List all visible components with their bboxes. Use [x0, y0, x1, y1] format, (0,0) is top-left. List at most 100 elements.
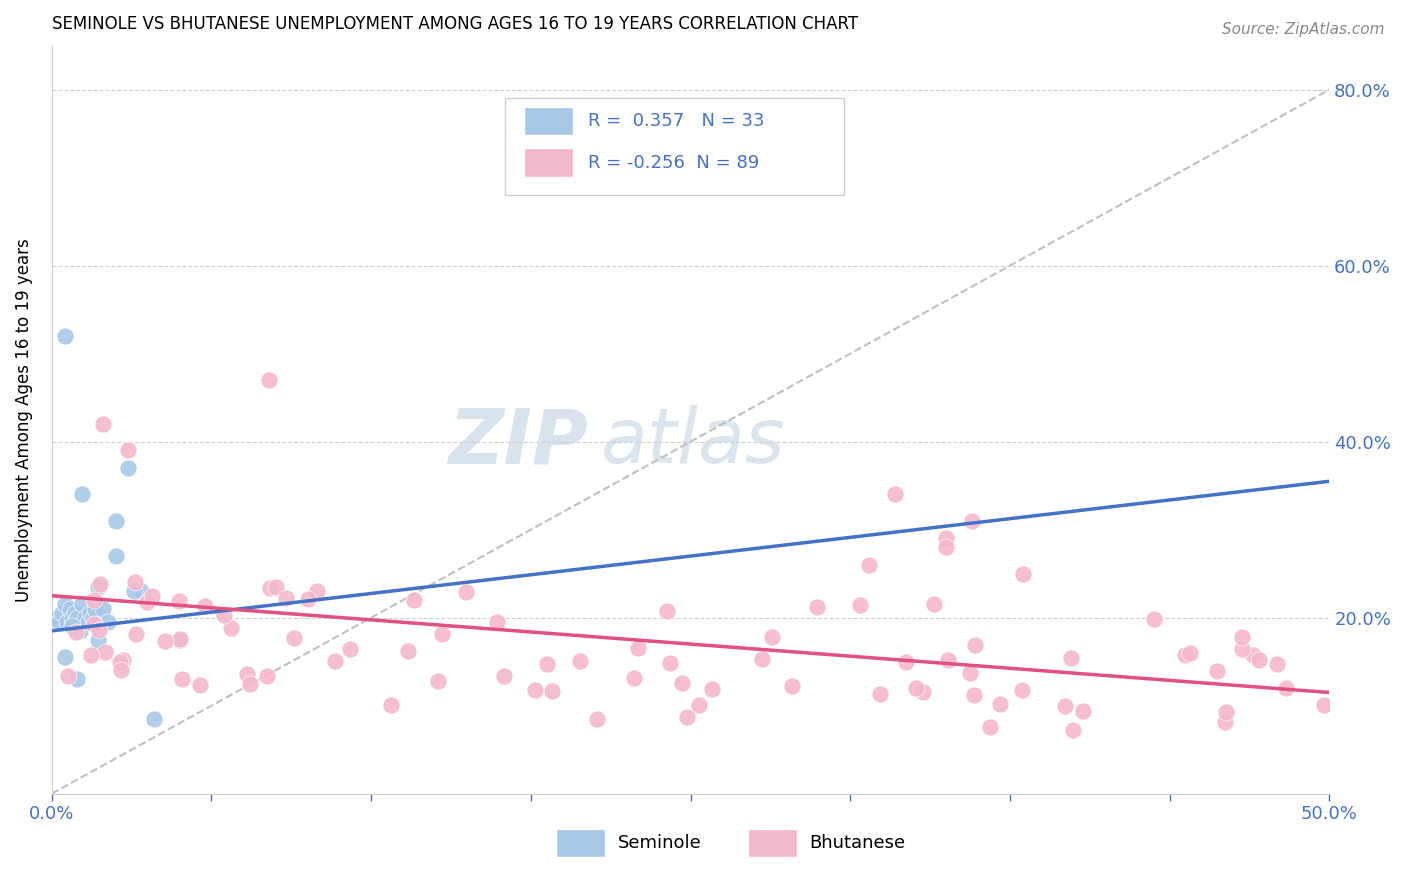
Point	[283, 632, 305, 646]
Point	[87, 632, 110, 647]
Point	[72, 487, 94, 501]
Point	[45, 610, 67, 624]
Point	[53, 650, 76, 665]
Y-axis label: Unemployment Among Ages 16 to 19 years: Unemployment Among Ages 16 to 19 years	[15, 238, 32, 601]
Point	[659, 656, 682, 670]
Point	[426, 674, 449, 689]
Point	[212, 608, 235, 623]
Point	[124, 574, 146, 589]
Point	[122, 584, 145, 599]
Point	[89, 577, 111, 591]
Point	[911, 685, 934, 699]
Point	[627, 641, 650, 656]
Point	[924, 597, 946, 611]
Point	[1073, 704, 1095, 718]
Point	[58, 669, 80, 683]
Point	[751, 652, 773, 666]
Point	[83, 593, 105, 607]
Point	[849, 598, 872, 612]
Point	[60, 619, 83, 633]
Point	[761, 630, 783, 644]
Point	[83, 616, 105, 631]
Point	[60, 610, 83, 624]
Point	[73, 610, 96, 624]
Point	[700, 681, 723, 696]
Point	[1230, 641, 1253, 656]
FancyBboxPatch shape	[748, 829, 797, 857]
Point	[153, 634, 176, 648]
Point	[91, 417, 114, 431]
Point	[492, 668, 515, 682]
Point	[170, 673, 193, 687]
Point	[536, 657, 558, 671]
Point	[883, 487, 905, 501]
Point	[264, 581, 287, 595]
Text: R =  0.357   N = 33: R = 0.357 N = 33	[588, 112, 765, 130]
Point	[963, 638, 986, 652]
Text: SEMINOLE VS BHUTANESE UNEMPLOYMENT AMONG AGES 16 TO 19 YEARS CORRELATION CHART: SEMINOLE VS BHUTANESE UNEMPLOYMENT AMONG…	[52, 15, 858, 33]
Point	[894, 655, 917, 669]
Point	[1059, 651, 1081, 665]
Point	[56, 615, 79, 629]
Point	[79, 607, 101, 621]
Point	[53, 598, 76, 612]
Point	[688, 698, 710, 713]
Point	[988, 698, 1011, 712]
Point	[858, 558, 880, 572]
Point	[1243, 648, 1265, 663]
Point	[585, 712, 607, 726]
Point	[1062, 723, 1084, 738]
Point	[97, 615, 120, 629]
Point	[960, 514, 983, 528]
Point	[935, 541, 957, 555]
Text: Seminole: Seminole	[617, 834, 702, 852]
Point	[48, 615, 70, 629]
Point	[51, 607, 73, 621]
Point	[806, 600, 828, 615]
Text: ZIP: ZIP	[449, 405, 588, 479]
Point	[259, 581, 281, 595]
Point	[94, 645, 117, 659]
Point	[794, 153, 817, 167]
Point	[1215, 705, 1237, 719]
Point	[87, 580, 110, 594]
Point	[396, 643, 419, 657]
Point	[485, 615, 508, 629]
Point	[1143, 612, 1166, 626]
Point	[80, 648, 103, 662]
Point	[167, 594, 190, 608]
Point	[110, 655, 132, 669]
Point	[1265, 657, 1288, 672]
Point	[104, 514, 127, 528]
Point	[676, 710, 699, 724]
Text: R = -0.256  N = 89: R = -0.256 N = 89	[588, 154, 759, 172]
Point	[188, 678, 211, 692]
Point	[454, 585, 477, 599]
FancyBboxPatch shape	[524, 148, 574, 177]
Point	[84, 602, 107, 616]
Point	[402, 592, 425, 607]
Point	[1275, 681, 1298, 695]
Point	[125, 627, 148, 641]
Point	[89, 623, 111, 637]
Point	[1206, 664, 1229, 678]
Point	[935, 532, 957, 546]
Point	[307, 583, 329, 598]
Point	[117, 443, 139, 458]
Point	[1174, 648, 1197, 662]
Point	[671, 676, 693, 690]
Text: Bhutanese: Bhutanese	[810, 834, 905, 852]
Point	[219, 621, 242, 635]
Point	[274, 591, 297, 605]
Point	[523, 682, 546, 697]
Point	[59, 602, 82, 616]
Point	[194, 599, 217, 614]
Point	[110, 663, 132, 677]
Point	[936, 653, 959, 667]
Point	[169, 632, 191, 647]
FancyBboxPatch shape	[557, 829, 605, 857]
Point	[169, 632, 191, 647]
Point	[142, 712, 165, 726]
Point	[780, 679, 803, 693]
Point	[111, 652, 134, 666]
